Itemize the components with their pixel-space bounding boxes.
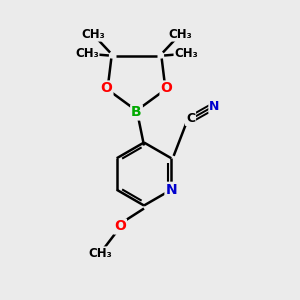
Text: O: O	[160, 82, 172, 95]
Text: CH₃: CH₃	[81, 28, 105, 41]
Text: CH₃: CH₃	[174, 47, 198, 61]
Text: CH₃: CH₃	[88, 247, 112, 260]
Text: O: O	[100, 82, 112, 95]
Text: B: B	[131, 106, 142, 119]
Text: CH₃: CH₃	[75, 47, 99, 61]
Text: N: N	[209, 100, 220, 113]
Text: C: C	[186, 112, 195, 125]
Text: N: N	[166, 183, 177, 197]
Text: O: O	[114, 220, 126, 233]
Text: CH₃: CH₃	[168, 28, 192, 41]
